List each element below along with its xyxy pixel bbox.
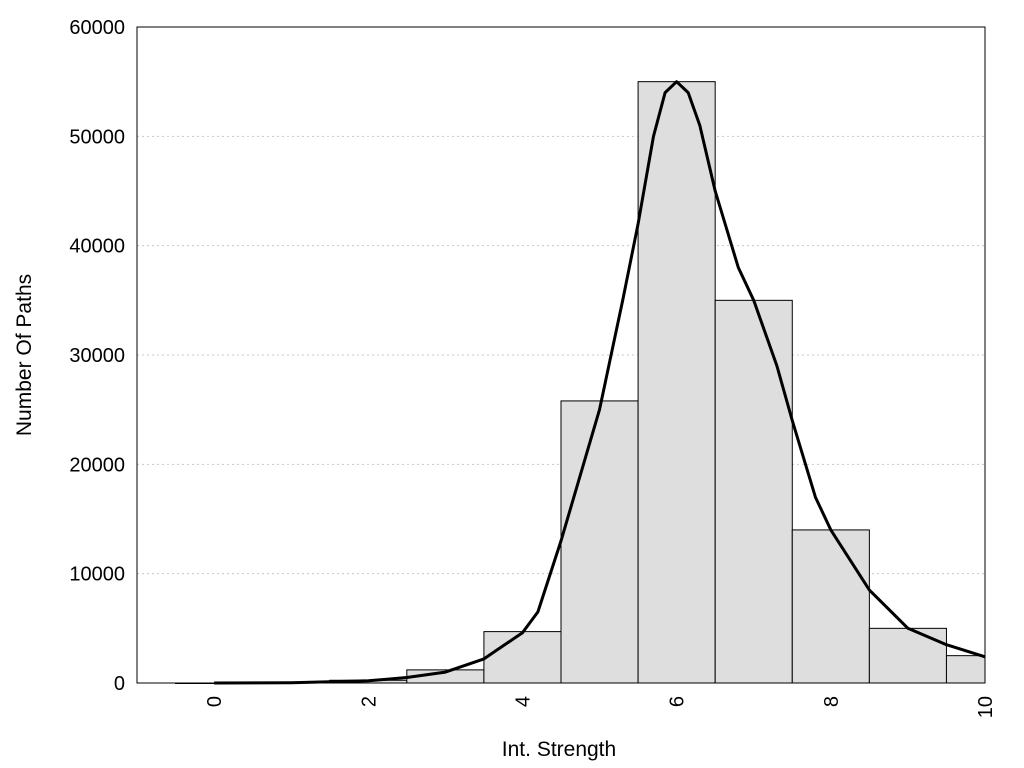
- y-tick-label: 40000: [69, 236, 125, 258]
- x-tick-label: 8: [821, 696, 843, 707]
- y-tick-label: 0: [114, 673, 125, 695]
- y-tick-label: 30000: [69, 345, 125, 367]
- histogram-bar: [560, 400, 639, 684]
- x-tick-label: 6: [667, 696, 689, 707]
- axis-ticks: 0 10000 20000 30000 40000 50000 60000 0 2 4 6 8 10: [69, 17, 997, 718]
- x-tick-label: 0: [204, 696, 226, 707]
- plot-frame: [136, 26, 986, 684]
- density-curve: [214, 80, 986, 685]
- y-tick-label: 10000: [69, 564, 125, 586]
- x-tick-label: 4: [512, 696, 534, 707]
- x-tick-label: 10: [975, 696, 997, 718]
- x-axis-label: Int. Strength: [502, 738, 616, 761]
- histogram-bar: [945, 655, 986, 684]
- y-tick-label: 20000: [69, 454, 125, 476]
- x-tick-label: 2: [358, 696, 380, 707]
- histogram-bar: [791, 529, 870, 684]
- histogram-bar: [714, 299, 793, 684]
- histogram-bar: [637, 81, 716, 684]
- histogram-bar: [868, 627, 947, 684]
- y-axis-label: Number Of Paths: [13, 274, 36, 436]
- bars: [175, 81, 986, 684]
- histogram-bar: [483, 631, 562, 684]
- y-tick-label: 50000: [69, 126, 125, 148]
- y-tick-label: 60000: [69, 17, 125, 39]
- density-curve-layer: [214, 80, 986, 685]
